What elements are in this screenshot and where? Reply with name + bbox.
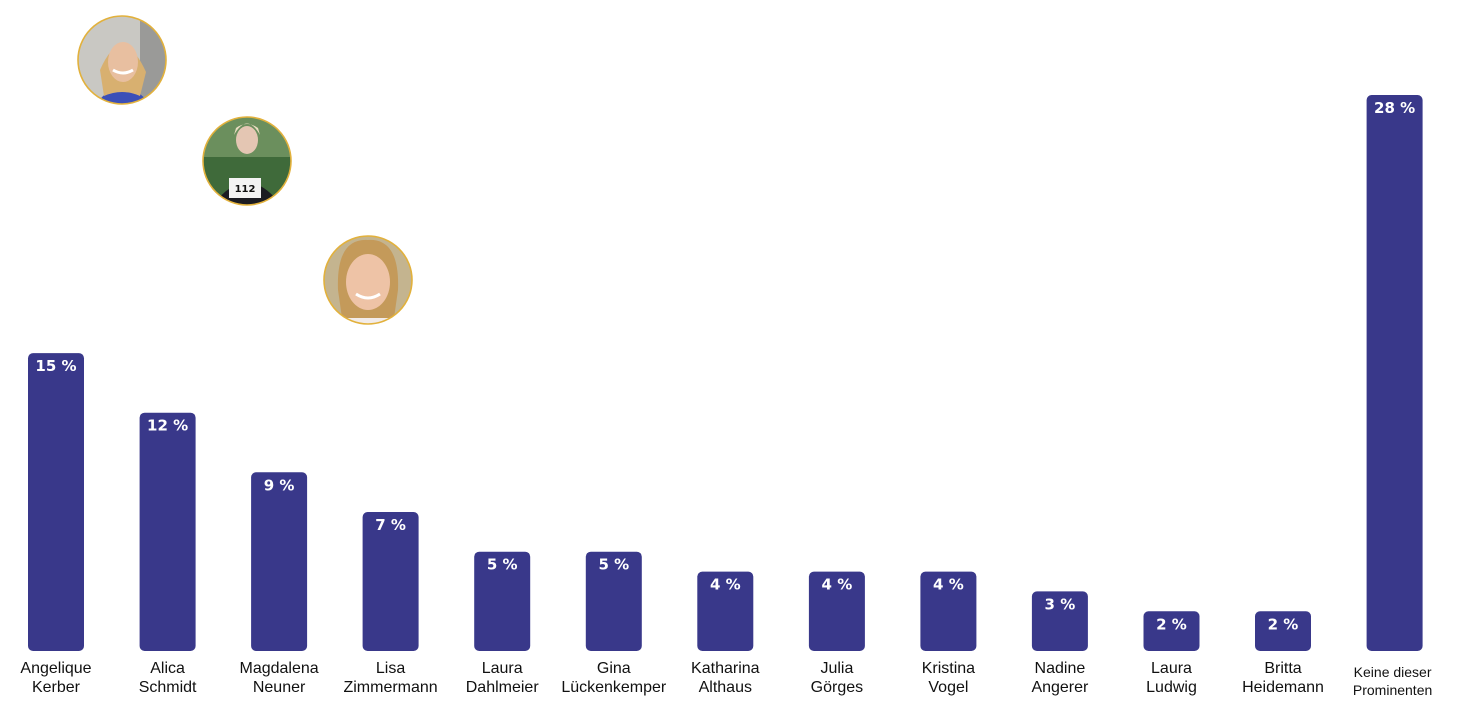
- bar-value-label-5: 5 %: [598, 556, 629, 574]
- portrait-bib-number: 112: [235, 184, 256, 195]
- category-label-6: Katharina Althaus: [691, 660, 760, 696]
- value-labels-layer: 15 % 12 % 9 % 7 % 5 % 5 % 4 % 4 % 4 % 3 % 2 % 2 % 28…: [35, 99, 1415, 633]
- category-label-12: Keine dieser Prominenten: [1353, 664, 1432, 698]
- bar-2: [251, 472, 308, 651]
- category-label-2: Magdalena Neuner: [240, 660, 319, 696]
- bar-value-label-0: 15 %: [35, 357, 76, 375]
- bar-value-label-3: 7 %: [375, 516, 406, 534]
- bar-value-label-9: 3 %: [1045, 595, 1076, 613]
- bar-value-label-12: 28 %: [1374, 99, 1415, 117]
- bar-6: [697, 571, 754, 651]
- bar-value-label-2: 9 %: [264, 476, 295, 494]
- bar-9: [1031, 591, 1088, 651]
- bar-10: [1143, 611, 1200, 651]
- bar-value-label-10: 2 %: [1156, 615, 1187, 633]
- category-label-8: Kristina Vogel: [922, 660, 975, 696]
- bar-value-label-6: 4 %: [710, 576, 741, 594]
- bar-value-label-1: 12 %: [147, 417, 188, 435]
- bar-8: [920, 571, 977, 651]
- category-label-9: Nadine Angerer: [1031, 660, 1089, 696]
- bar-7: [808, 571, 865, 651]
- bar-1: [139, 412, 196, 651]
- portrait-angelique-kerber: [77, 15, 167, 105]
- bars-layer: [28, 95, 1423, 651]
- category-labels-layer: Angelique Kerber Alica Schmidt Magdalena Neun…: [20, 660, 1432, 698]
- category-label-1: Alica Schmidt: [139, 660, 197, 696]
- category-label-11: Britta Heidemann: [1242, 660, 1324, 696]
- bar-value-label-8: 4 %: [933, 576, 964, 594]
- portrait-alica-schmidt: 112: [202, 116, 292, 206]
- bar-4: [474, 551, 531, 651]
- category-label-7: Julia Görges: [811, 660, 863, 696]
- category-label-4: Laura Dahlmeier: [466, 660, 540, 696]
- bar-value-label-7: 4 %: [822, 576, 853, 594]
- category-label-5: Gina Lückenkemper: [561, 660, 667, 696]
- category-label-10: Laura Ludwig: [1146, 660, 1197, 696]
- bar-12: [1366, 95, 1423, 651]
- bar-value-label-11: 2 %: [1268, 615, 1299, 633]
- portrait-magdalena-neuner: [323, 235, 413, 325]
- bar-0: [28, 353, 84, 651]
- category-label-3: Lisa Zimmermann: [343, 660, 437, 696]
- bar-value-label-4: 5 %: [487, 556, 518, 574]
- category-label-0: Angelique Kerber: [20, 660, 91, 696]
- bar-3: [362, 512, 419, 651]
- bar-11: [1255, 611, 1311, 651]
- bar-5: [585, 551, 642, 651]
